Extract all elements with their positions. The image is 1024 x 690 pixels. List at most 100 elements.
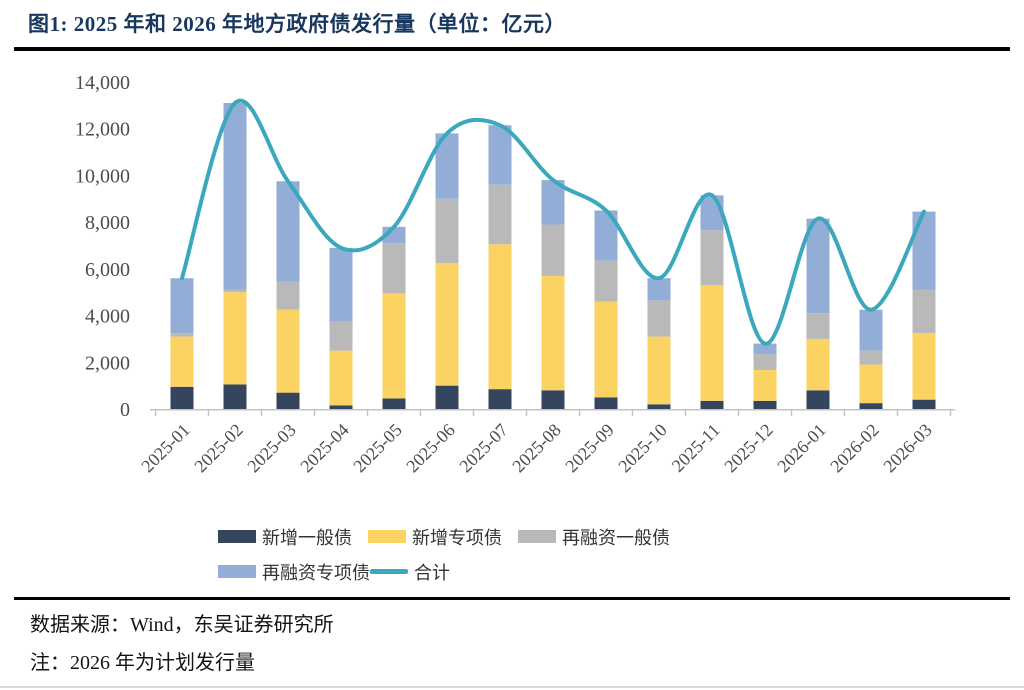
- footer-divider: [14, 597, 1010, 600]
- bar-segment: [276, 392, 300, 409]
- bar-segment: [753, 343, 777, 355]
- legend-item: 再融资一般债: [518, 524, 670, 550]
- bar-segment: [594, 301, 618, 398]
- legend-swatch-icon: [368, 530, 406, 543]
- x-tick-label: 2025-05: [349, 420, 406, 477]
- bar-segment: [594, 210, 618, 261]
- bar-segment: [276, 181, 300, 282]
- bar-segment: [541, 275, 565, 391]
- bar-segment: [806, 218, 830, 314]
- chart-legend: 新增一般债 新增专项债 再融资一般债再融资专项债 合计: [218, 519, 670, 589]
- bar-segment: [806, 338, 830, 391]
- x-tick-label: 2025-10: [614, 420, 671, 477]
- bar-segment: [170, 336, 194, 387]
- legend-swatch-icon: [518, 530, 556, 543]
- bar-segment: [647, 300, 671, 337]
- y-tick-label: 2,000: [85, 352, 130, 374]
- bar-segment: [859, 364, 883, 404]
- bar-segment: [912, 211, 936, 290]
- y-tick-label: 6,000: [85, 259, 130, 281]
- bar-segment: [223, 289, 247, 293]
- y-tick-label: 10,000: [75, 165, 130, 187]
- x-tick-label: 2025-01: [137, 420, 194, 477]
- bar-segment: [594, 260, 618, 302]
- bar-segment: [647, 278, 671, 301]
- legend-label: 新增专项债: [412, 527, 502, 548]
- bar-segment: [753, 354, 777, 370]
- legend-swatch-icon: [218, 565, 256, 578]
- bar-segment: [170, 278, 194, 334]
- y-tick-label: 0: [120, 399, 130, 421]
- bar-segment: [382, 293, 406, 399]
- x-tick-label: 2025-09: [561, 420, 618, 477]
- bar-segment: [912, 399, 936, 409]
- bar-segment: [382, 398, 406, 409]
- legend-item: 再融资专项债: [218, 559, 370, 585]
- x-tick-label: 2025-06: [402, 420, 459, 477]
- bar-segment: [435, 198, 459, 264]
- bar-segment: [541, 390, 565, 409]
- bar-segment: [594, 397, 618, 409]
- bar-segment: [700, 285, 724, 401]
- bar-segment: [276, 281, 300, 310]
- legend-row: 新增一般债 新增专项债 再融资一般债: [218, 519, 670, 554]
- x-tick-label: 2025-03: [243, 420, 300, 477]
- bar-segment: [806, 390, 830, 409]
- bar-segment: [170, 333, 194, 337]
- legend-item: 合计: [370, 559, 520, 585]
- legend-swatch-icon: [218, 530, 256, 543]
- x-tick-label: 2026-03: [879, 420, 936, 477]
- plan-note: 注：2026 年为计划发行量: [30, 652, 255, 674]
- bar-segment: [329, 350, 353, 406]
- bar-segment: [859, 350, 883, 365]
- bar-segment: [541, 224, 565, 276]
- bottom-hairline: [0, 686, 1024, 688]
- x-tick-label: 2026-01: [773, 420, 830, 477]
- bar-segment: [541, 180, 565, 225]
- x-tick-label: 2025-02: [190, 420, 247, 477]
- y-tick-label: 12,000: [75, 119, 130, 141]
- legend-item: 新增专项债: [368, 524, 518, 550]
- x-tick-label: 2025-07: [455, 420, 512, 477]
- legend-line-swatch-icon: [370, 569, 408, 574]
- bar-segment: [223, 103, 247, 290]
- bar-segment: [329, 405, 353, 409]
- bar-segment: [329, 247, 353, 322]
- legend-label: 再融资专项债: [262, 562, 370, 583]
- bar-segment: [700, 400, 724, 409]
- legend-item: 新增一般债: [218, 524, 368, 550]
- data-source-note: 数据来源：Wind，东吴证券研究所: [30, 614, 334, 636]
- legend-label: 新增一般债: [262, 527, 352, 548]
- legend-label: 再融资一般债: [562, 527, 670, 548]
- bar-segment: [859, 403, 883, 409]
- bar-segment: [753, 369, 777, 401]
- x-tick-label: 2025-12: [720, 420, 777, 477]
- bar-segment: [647, 404, 671, 409]
- bond-issuance-chart: 0 2,000 4,000 6,000 8,000 10,000 12,000 14,000 2…: [75, 72, 955, 477]
- bar-segment: [488, 184, 512, 245]
- title-divider: [14, 47, 1010, 51]
- bar-segment: [488, 389, 512, 409]
- bar-segment: [488, 125, 512, 185]
- x-tick-label: 2025-04: [296, 420, 353, 477]
- y-tick-label: 4,000: [85, 306, 130, 328]
- bar-segment: [329, 321, 353, 351]
- bar-segment: [859, 309, 883, 351]
- figure-title: 图1: 2025 年和 2026 年地方政府债发行量（单位：亿元）: [28, 12, 566, 36]
- bar-segment: [435, 385, 459, 409]
- bar-segment: [223, 292, 247, 385]
- bar-segment: [276, 309, 300, 393]
- x-tick-label: 2026-02: [826, 420, 883, 477]
- bar-segment: [806, 313, 830, 339]
- bar-segment: [700, 230, 724, 286]
- bar-segment: [223, 384, 247, 409]
- bar-segment: [912, 333, 936, 400]
- bar-segment: [753, 400, 777, 409]
- bar-segment: [435, 263, 459, 386]
- y-tick-label: 8,000: [85, 212, 130, 234]
- bar-segment: [435, 133, 459, 199]
- bar-segment: [488, 244, 512, 390]
- legend-label: 合计: [414, 562, 450, 583]
- x-tick-label: 2025-08: [508, 420, 565, 477]
- total-line: [180, 98, 926, 346]
